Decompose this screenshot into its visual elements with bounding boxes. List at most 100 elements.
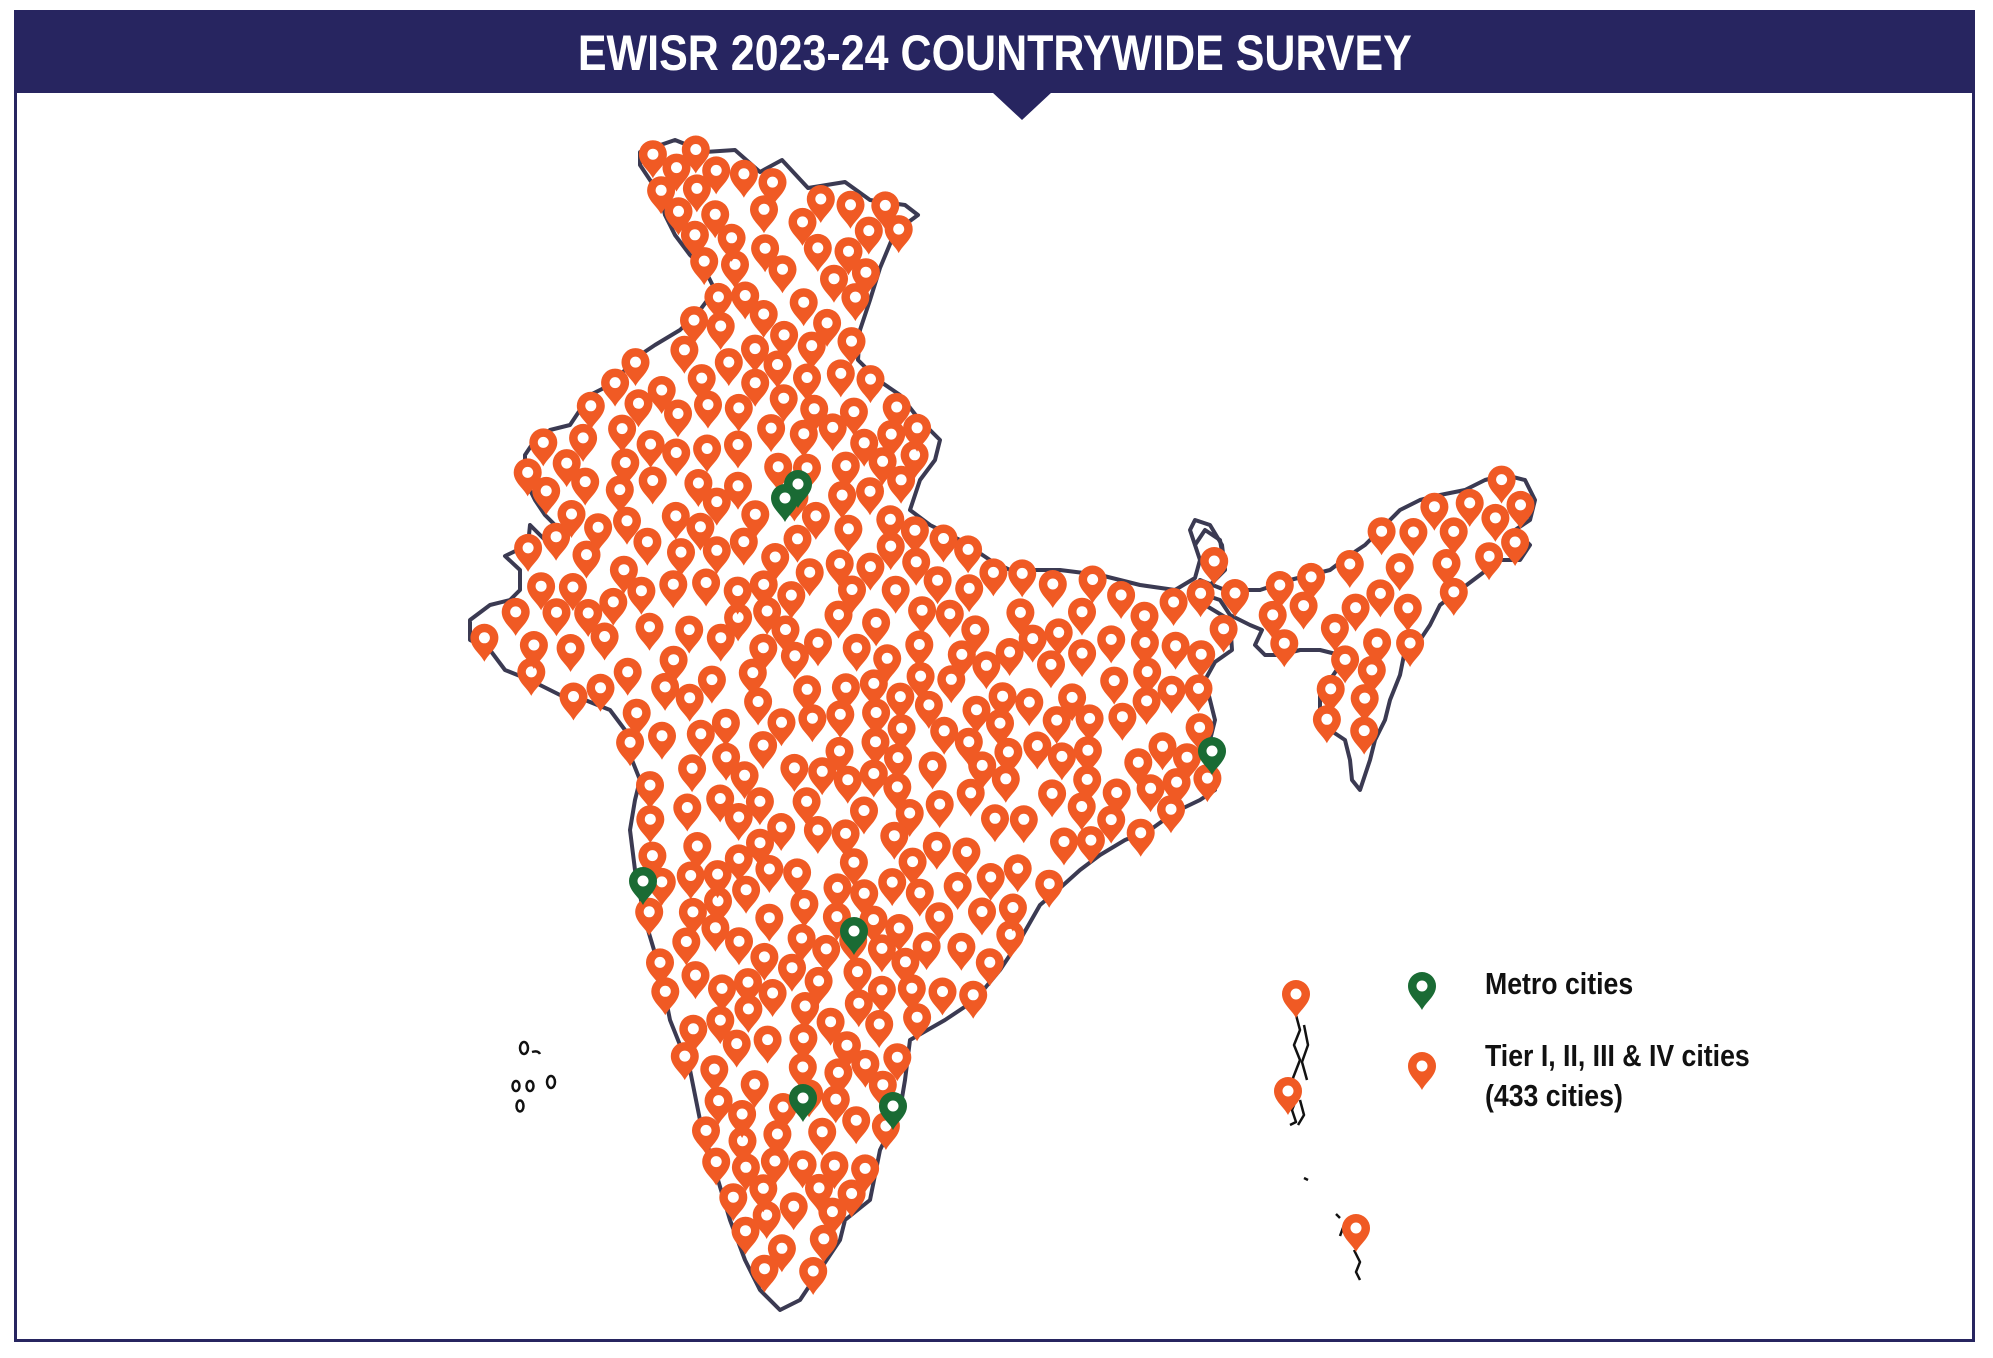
lakshadweep-islands [511, 1040, 557, 1113]
tier-city-pin-icon [651, 977, 680, 1016]
tier-city-pin-icon [714, 348, 743, 387]
tier-city-pin-icon [1366, 579, 1395, 618]
tier-city-pin-icon [884, 743, 912, 782]
tier-city-pin-icon [808, 1117, 837, 1156]
tier-city-pin-icon [572, 540, 601, 579]
tier-city-pin-icon [702, 1147, 731, 1186]
tier-city-pin-icon [968, 897, 996, 936]
tier-city-pin-icon [837, 327, 866, 366]
tier-city-pin-icon [1037, 650, 1065, 689]
tier-city-pin-icon [675, 683, 704, 722]
tier-city-pin-icon [1439, 577, 1468, 616]
tier-city-pin-icon [1003, 854, 1032, 893]
tier-city-pin-icon [954, 535, 983, 574]
legend-metro: Metro cities [1485, 964, 1657, 1004]
tier-city-pin-icon [979, 558, 1008, 597]
tier-city-pin-icon [1200, 547, 1229, 585]
tier-city-pin-icon [722, 1029, 751, 1068]
tier-city-pin-icon [777, 581, 806, 620]
tier-city-pin-icon [725, 927, 753, 966]
tier-city-pin-icon [780, 753, 809, 792]
tier-city-pin-icon [1184, 674, 1213, 713]
legend-tier-pin-icon [1408, 1052, 1436, 1090]
tier-city-pin-icon [867, 975, 896, 1014]
tier-city-pin-icon [501, 597, 530, 636]
tier-city-pin-icon [732, 875, 761, 914]
tier-city-pin-icon [1108, 702, 1137, 741]
tier-city-pin-icon [972, 651, 1001, 690]
tier-city-pin-icon [1100, 666, 1129, 705]
tier-city-markers [470, 135, 1535, 1295]
tier-city-pin-icon [590, 622, 619, 661]
tier-city-pin-icon [1068, 639, 1097, 678]
tier-city-pin-icon [706, 312, 735, 350]
tier-city-pin-icon [724, 393, 753, 432]
tier-city-pin-icon [608, 414, 637, 453]
tier-city-pin-icon [929, 524, 958, 563]
tier-city-pin-icon [1038, 570, 1067, 608]
tier-city-pin-icon [1075, 704, 1104, 743]
legend-tier-count: (433 cities) [1485, 1078, 1623, 1113]
tier-city-pin-icon [826, 700, 855, 739]
tier-city-pin-icon [635, 612, 664, 651]
tier-city-pin-icon [798, 704, 827, 743]
tier-city-pin-icon [943, 872, 972, 910]
tier-city-pin-icon [1396, 629, 1425, 667]
tier-city-pin-icon [648, 721, 676, 760]
tier-city-pin-icon [757, 414, 786, 453]
tier-city-pin-icon [1097, 625, 1126, 664]
tier-city-pin-icon [750, 1254, 779, 1293]
tier-city-pin-icon [922, 831, 951, 870]
tier-city-pin-icon [834, 514, 863, 553]
tier-city-pin-icon [1193, 764, 1222, 803]
tier-city-pin-icon [673, 793, 702, 832]
tier-city-pin-icon [599, 587, 628, 626]
tier-city-pin-icon [804, 628, 832, 667]
tier-city-pin-icon [559, 682, 588, 721]
tier-city-pin-icon [803, 233, 832, 272]
tier-city-pin-icon [947, 932, 976, 971]
tier-city-pin-icon [1035, 869, 1064, 908]
tier-city-pin-icon [790, 889, 819, 928]
tier-city-pin-icon [1008, 559, 1037, 598]
tier-city-pin-icon [908, 596, 937, 635]
tier-city-pin-icon [706, 623, 735, 662]
tier-city-pin-icon [928, 977, 957, 1016]
tier-city-pin-icon [724, 430, 752, 469]
sikkim-outline [1188, 518, 1227, 571]
tier-city-pin-icon [1282, 980, 1310, 1018]
tier-city-pin-icon [797, 331, 826, 370]
tier-city-pin-icon [661, 501, 690, 540]
tier-city-pin-icon [1015, 688, 1044, 727]
tier-city-pin-icon [664, 399, 692, 438]
tier-city-pin-icon [1023, 731, 1052, 770]
tier-city-pin-icon [828, 481, 857, 520]
tier-city-pin-icon [635, 897, 664, 936]
tier-city-pin-icon [758, 979, 787, 1017]
tier-city-pin-icon [659, 570, 688, 609]
tier-city-pin-icon [1157, 675, 1186, 714]
tier-city-pin-icon [701, 913, 730, 952]
tier-city-pin-icon [729, 159, 758, 198]
tier-city-pin-icon [753, 1025, 782, 1064]
tier-city-pin-icon [935, 599, 964, 638]
title-banner-notch [992, 92, 1052, 120]
tier-city-pin-icon [616, 728, 645, 767]
tier-city-pin-icon [1393, 593, 1422, 632]
tier-city-pin-icon [1312, 705, 1341, 744]
tier-city-pin-icon [842, 1106, 871, 1145]
tier-city-pin-icon [613, 657, 642, 696]
tier-city-pin-icon [1073, 736, 1102, 775]
tier-city-pin-icon [734, 994, 763, 1033]
legend-metro-label: Metro cities [1485, 966, 1634, 1001]
tier-city-pin-icon [694, 390, 722, 429]
tier-city-pin-icon [881, 575, 910, 614]
tier-city-pin-icon [1399, 518, 1428, 556]
tier-city-pin-icon [542, 522, 571, 561]
tier-city-pin-icon [981, 804, 1009, 843]
tier-city-pin-icon [633, 527, 662, 566]
tier-city-pin-icon [803, 816, 832, 854]
tier-city-pin-icon [862, 698, 891, 737]
tier-city-pin-icon [686, 719, 715, 758]
